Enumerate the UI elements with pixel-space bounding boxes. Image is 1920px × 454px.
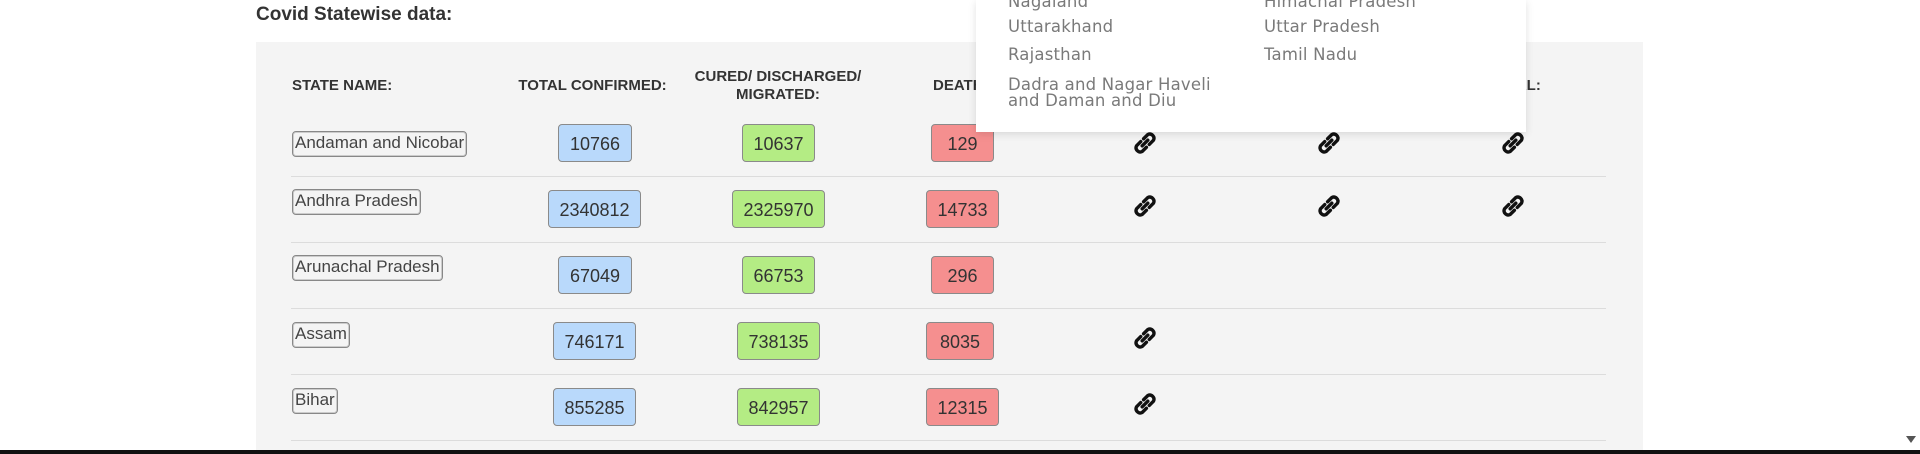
state-name-link[interactable]: Assam bbox=[292, 322, 350, 348]
dropdown-item[interactable]: Dadra and Nagar Haveli and Daman and Diu bbox=[1008, 75, 1211, 110]
dropdown-item[interactable]: Tamil Nadu bbox=[1264, 45, 1358, 64]
header-total-confirmed: TOTAL CONFIRMED: bbox=[518, 77, 667, 94]
link-icon[interactable] bbox=[1128, 321, 1162, 355]
confirmed-badge: 746171 bbox=[553, 322, 636, 360]
cured-badge: 66753 bbox=[742, 256, 815, 294]
header-cured-line1: CURED/ DISCHARGED/ bbox=[694, 68, 862, 85]
state-name-link[interactable]: Andhra Pradesh bbox=[292, 189, 421, 215]
confirmed-badge: 67049 bbox=[558, 256, 632, 294]
header-state-name: STATE NAME: bbox=[292, 77, 393, 94]
dropdown-item[interactable]: Nagaland bbox=[1008, 0, 1089, 11]
dropdown-item[interactable]: Uttar Pradesh bbox=[1264, 17, 1380, 36]
link-icon[interactable] bbox=[1496, 189, 1530, 223]
row-divider bbox=[291, 242, 1606, 243]
dropdown-item[interactable]: Uttarakhand bbox=[1008, 17, 1114, 36]
link-icon[interactable] bbox=[1128, 126, 1162, 160]
row-divider bbox=[291, 176, 1606, 177]
header-cured-line2: MIGRATED: bbox=[736, 86, 820, 103]
link-icon[interactable] bbox=[1128, 387, 1162, 421]
dropdown-item-line2: and Daman and Diu bbox=[1008, 91, 1177, 110]
confirmed-badge: 2340812 bbox=[548, 190, 641, 228]
deaths-badge: 12315 bbox=[926, 388, 999, 426]
link-icon[interactable] bbox=[1312, 189, 1346, 223]
link-icon[interactable] bbox=[1496, 126, 1530, 160]
page-bottom-border bbox=[0, 450, 1920, 454]
link-icon[interactable] bbox=[1312, 126, 1346, 160]
dropdown-item[interactable]: Rajasthan bbox=[1008, 45, 1092, 64]
confirmed-badge: 855285 bbox=[553, 388, 636, 426]
scroll-down-arrow-icon[interactable] bbox=[1906, 436, 1916, 443]
state-name-link[interactable]: Bihar bbox=[292, 388, 338, 414]
cured-badge: 738135 bbox=[737, 322, 820, 360]
section-title: Covid Statewise data: bbox=[256, 4, 453, 25]
header-deaths: DEATH bbox=[933, 77, 984, 94]
row-divider bbox=[291, 308, 1606, 309]
state-name-link[interactable]: Andaman and Nicobar bbox=[292, 131, 468, 157]
cured-badge: 10637 bbox=[742, 124, 815, 162]
row-divider bbox=[291, 374, 1606, 375]
confirmed-badge: 10766 bbox=[558, 124, 632, 162]
link-icon[interactable] bbox=[1128, 189, 1162, 223]
cured-badge: 842957 bbox=[737, 388, 820, 426]
row-divider bbox=[291, 440, 1606, 441]
dropdown-item[interactable]: Himachal Pradesh bbox=[1264, 0, 1417, 11]
cured-badge: 2325970 bbox=[732, 190, 825, 228]
state-dropdown-menu: Nagaland Uttarakhand Rajasthan Dadra and… bbox=[976, 0, 1526, 132]
deaths-badge: 296 bbox=[931, 256, 994, 294]
state-name-link[interactable]: Arunachal Pradesh bbox=[292, 255, 443, 281]
header-cured: CURED/ DISCHARGED/ MIGRATED: bbox=[688, 68, 868, 104]
deaths-badge: 8035 bbox=[926, 322, 994, 360]
deaths-badge: 14733 bbox=[926, 190, 999, 228]
dropdown-item-line1: Dadra and Nagar Haveli bbox=[1008, 75, 1211, 94]
